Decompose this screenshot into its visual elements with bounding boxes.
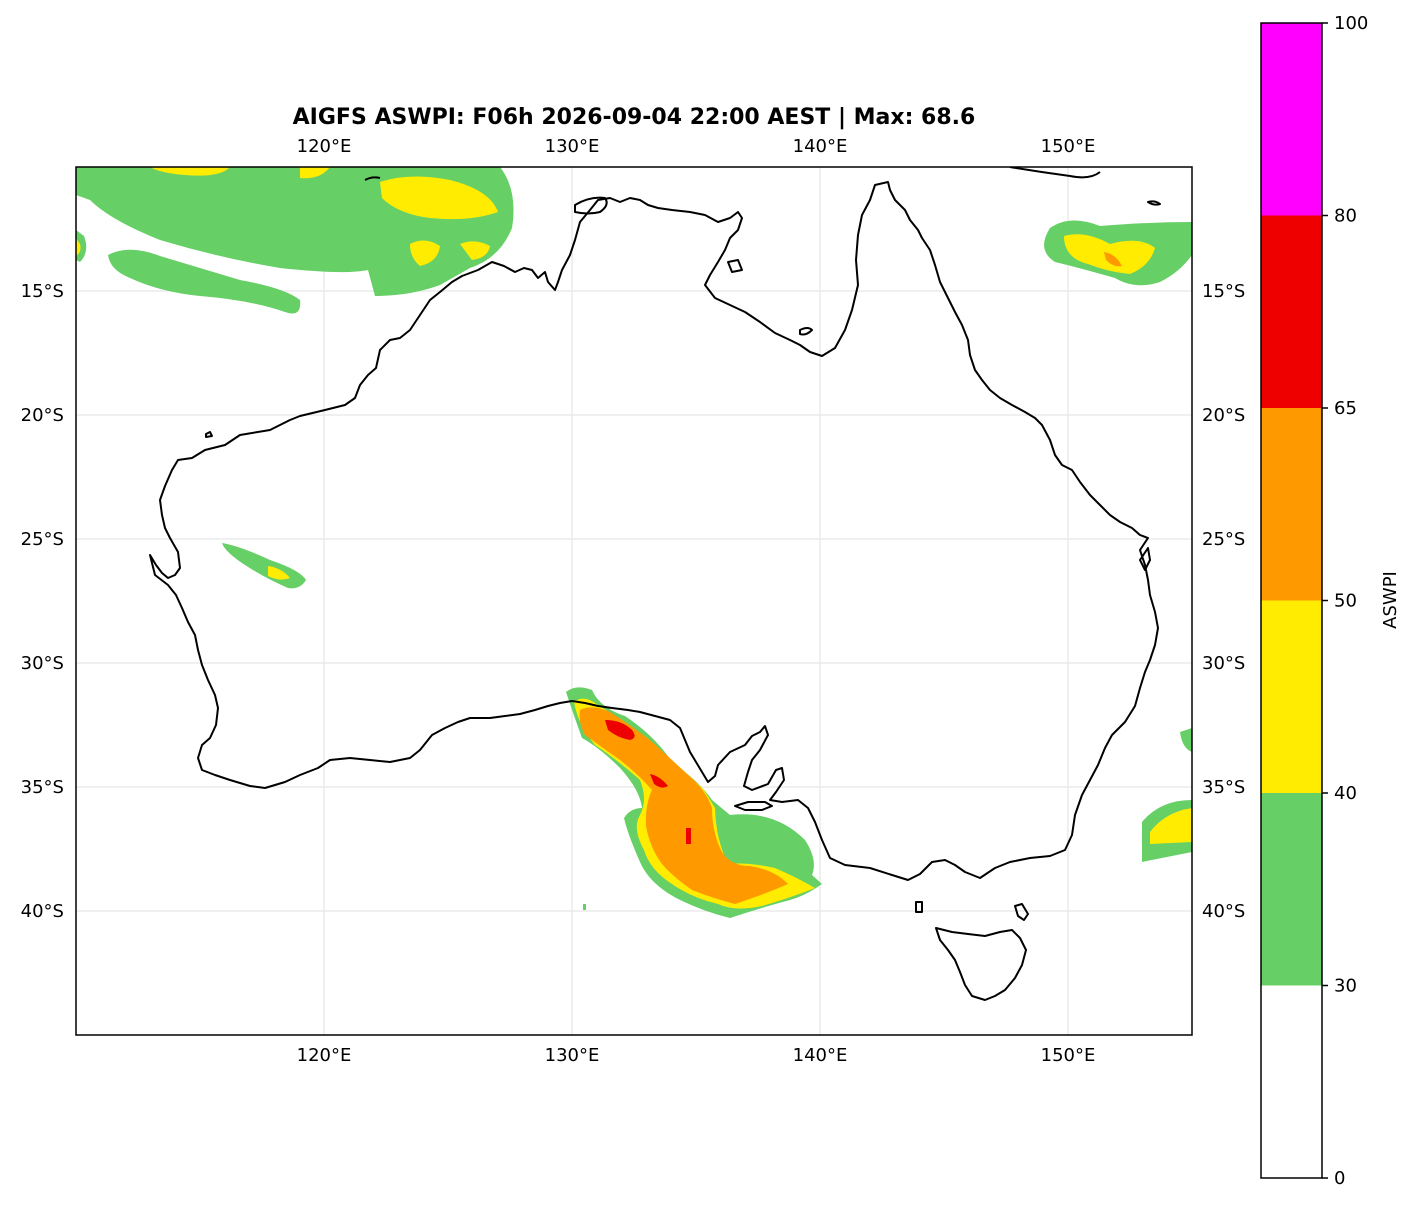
contour-inland-streak-yellow (268, 566, 290, 580)
lat-label-left: 20°S (21, 405, 64, 426)
lat-label-right: 15°S (1202, 281, 1245, 302)
colorbar-tick-label: 50 (1334, 591, 1357, 612)
lon-label-bottom: 140°E (793, 1045, 848, 1066)
coastline-mainland (149, 181, 1159, 881)
lon-label-bottom: 130°E (545, 1045, 600, 1066)
colorbar-tick-label: 100 (1334, 13, 1368, 34)
map-title: AIGFS ASWPI: F06h 2026-09-04 22:00 AEST … (293, 105, 976, 130)
lat-label-left: 15°S (21, 281, 64, 302)
lat-label-left: 25°S (21, 529, 64, 550)
contour-nw-streak-green (108, 249, 301, 314)
lat-label-right: 30°S (1202, 653, 1245, 674)
contour-bight-red-2 (650, 774, 668, 788)
contour-e-yellow (1150, 808, 1192, 844)
contour-bight-red-1 (605, 720, 635, 740)
lat-labels-left: 15°S 20°S 25°S 30°S 35°S 40°S (21, 281, 64, 922)
contour-nw-band-yellow-4 (150, 167, 230, 176)
colorbar-bin-30-40 (1261, 793, 1322, 986)
contour-bight-orange (579, 707, 788, 904)
lon-labels-bottom: 120°E 130°E 140°E 150°E (297, 1045, 1096, 1066)
colorbar-bin-65-80 (1261, 215, 1322, 408)
colorbar-bin-40-50 (1261, 600, 1322, 793)
contour-nw-band-yellow-2 (380, 176, 498, 220)
lon-labels-top: 120°E 130°E 140°E 150°E (297, 136, 1096, 157)
colorbar-tick-label: 65 (1334, 398, 1357, 419)
colorbar-label: ASWPI (1380, 571, 1401, 629)
lon-label-top: 130°E (545, 136, 600, 157)
colorbar-bin-80-100 (1261, 23, 1322, 216)
colorbar: 0 30 40 50 65 80 100 ASWPI (1260, 13, 1401, 1189)
contour-ne-orange (1104, 252, 1122, 267)
lat-label-right: 25°S (1202, 529, 1245, 550)
lon-label-bottom: 120°E (297, 1045, 352, 1066)
colorbar-bins (1261, 23, 1322, 1178)
lon-label-top: 120°E (297, 136, 352, 157)
lat-label-right: 40°S (1202, 901, 1245, 922)
lon-label-bottom: 150°E (1041, 1045, 1096, 1066)
coastline-mornington-island (799, 327, 813, 336)
coastline-fraser-island (1139, 547, 1151, 571)
lat-label-right: 35°S (1202, 777, 1245, 798)
contour-w-coast-yellow (76, 238, 81, 256)
colorbar-tick-label: 80 (1334, 206, 1357, 227)
coastline-island-ne (1147, 200, 1161, 206)
coastline-tasmania (935, 927, 1027, 1001)
colorbar-ticks: 0 30 40 50 65 80 100 (1322, 13, 1368, 1189)
coastline-king-island (915, 901, 923, 913)
aswpi-contours (76, 167, 1192, 918)
colorbar-tick-label: 0 (1334, 1168, 1345, 1189)
colorbar-tick-label: 40 (1334, 783, 1357, 804)
contour-bight-green-dot (583, 904, 586, 910)
coastline-kangaroo-island (734, 801, 773, 811)
coastline-new-guinea (1009, 167, 1101, 179)
coastline-island-nw (205, 431, 213, 438)
lat-label-left: 30°S (21, 653, 64, 674)
coastline-flinders-island (1014, 903, 1029, 921)
lat-label-right: 20°S (1202, 405, 1245, 426)
coastline-groote-eylandt (727, 259, 743, 273)
lat-label-left: 35°S (21, 777, 64, 798)
lat-labels-right: 15°S 20°S 25°S 30°S 35°S 40°S (1202, 281, 1245, 922)
contour-bight-red-3 (686, 828, 691, 844)
contour-e-green-1 (1180, 728, 1192, 752)
coastlines (149, 167, 1161, 1001)
colorbar-bin-0-30 (1261, 985, 1322, 1178)
map-frame (75, 166, 1193, 1036)
contour-w-coast-green (76, 230, 87, 262)
map-background (76, 167, 1192, 1035)
contour-nw-band-yellow-3 (410, 240, 440, 266)
colorbar-bin-50-65 (1261, 408, 1322, 601)
coastline-timor (364, 176, 381, 181)
contour-nw-band-yellow-1 (300, 167, 330, 179)
map-panel[interactable]: 120°E 130°E 140°E 150°E 120°E 130°E 140°… (21, 136, 1246, 1066)
lon-label-top: 150°E (1041, 136, 1096, 157)
contour-nw-band-yellow-5 (460, 241, 490, 260)
lat-label-left: 40°S (21, 901, 64, 922)
coastline-melville-island (574, 196, 608, 215)
colorbar-tick-label: 30 (1334, 976, 1357, 997)
lon-label-top: 140°E (793, 136, 848, 157)
